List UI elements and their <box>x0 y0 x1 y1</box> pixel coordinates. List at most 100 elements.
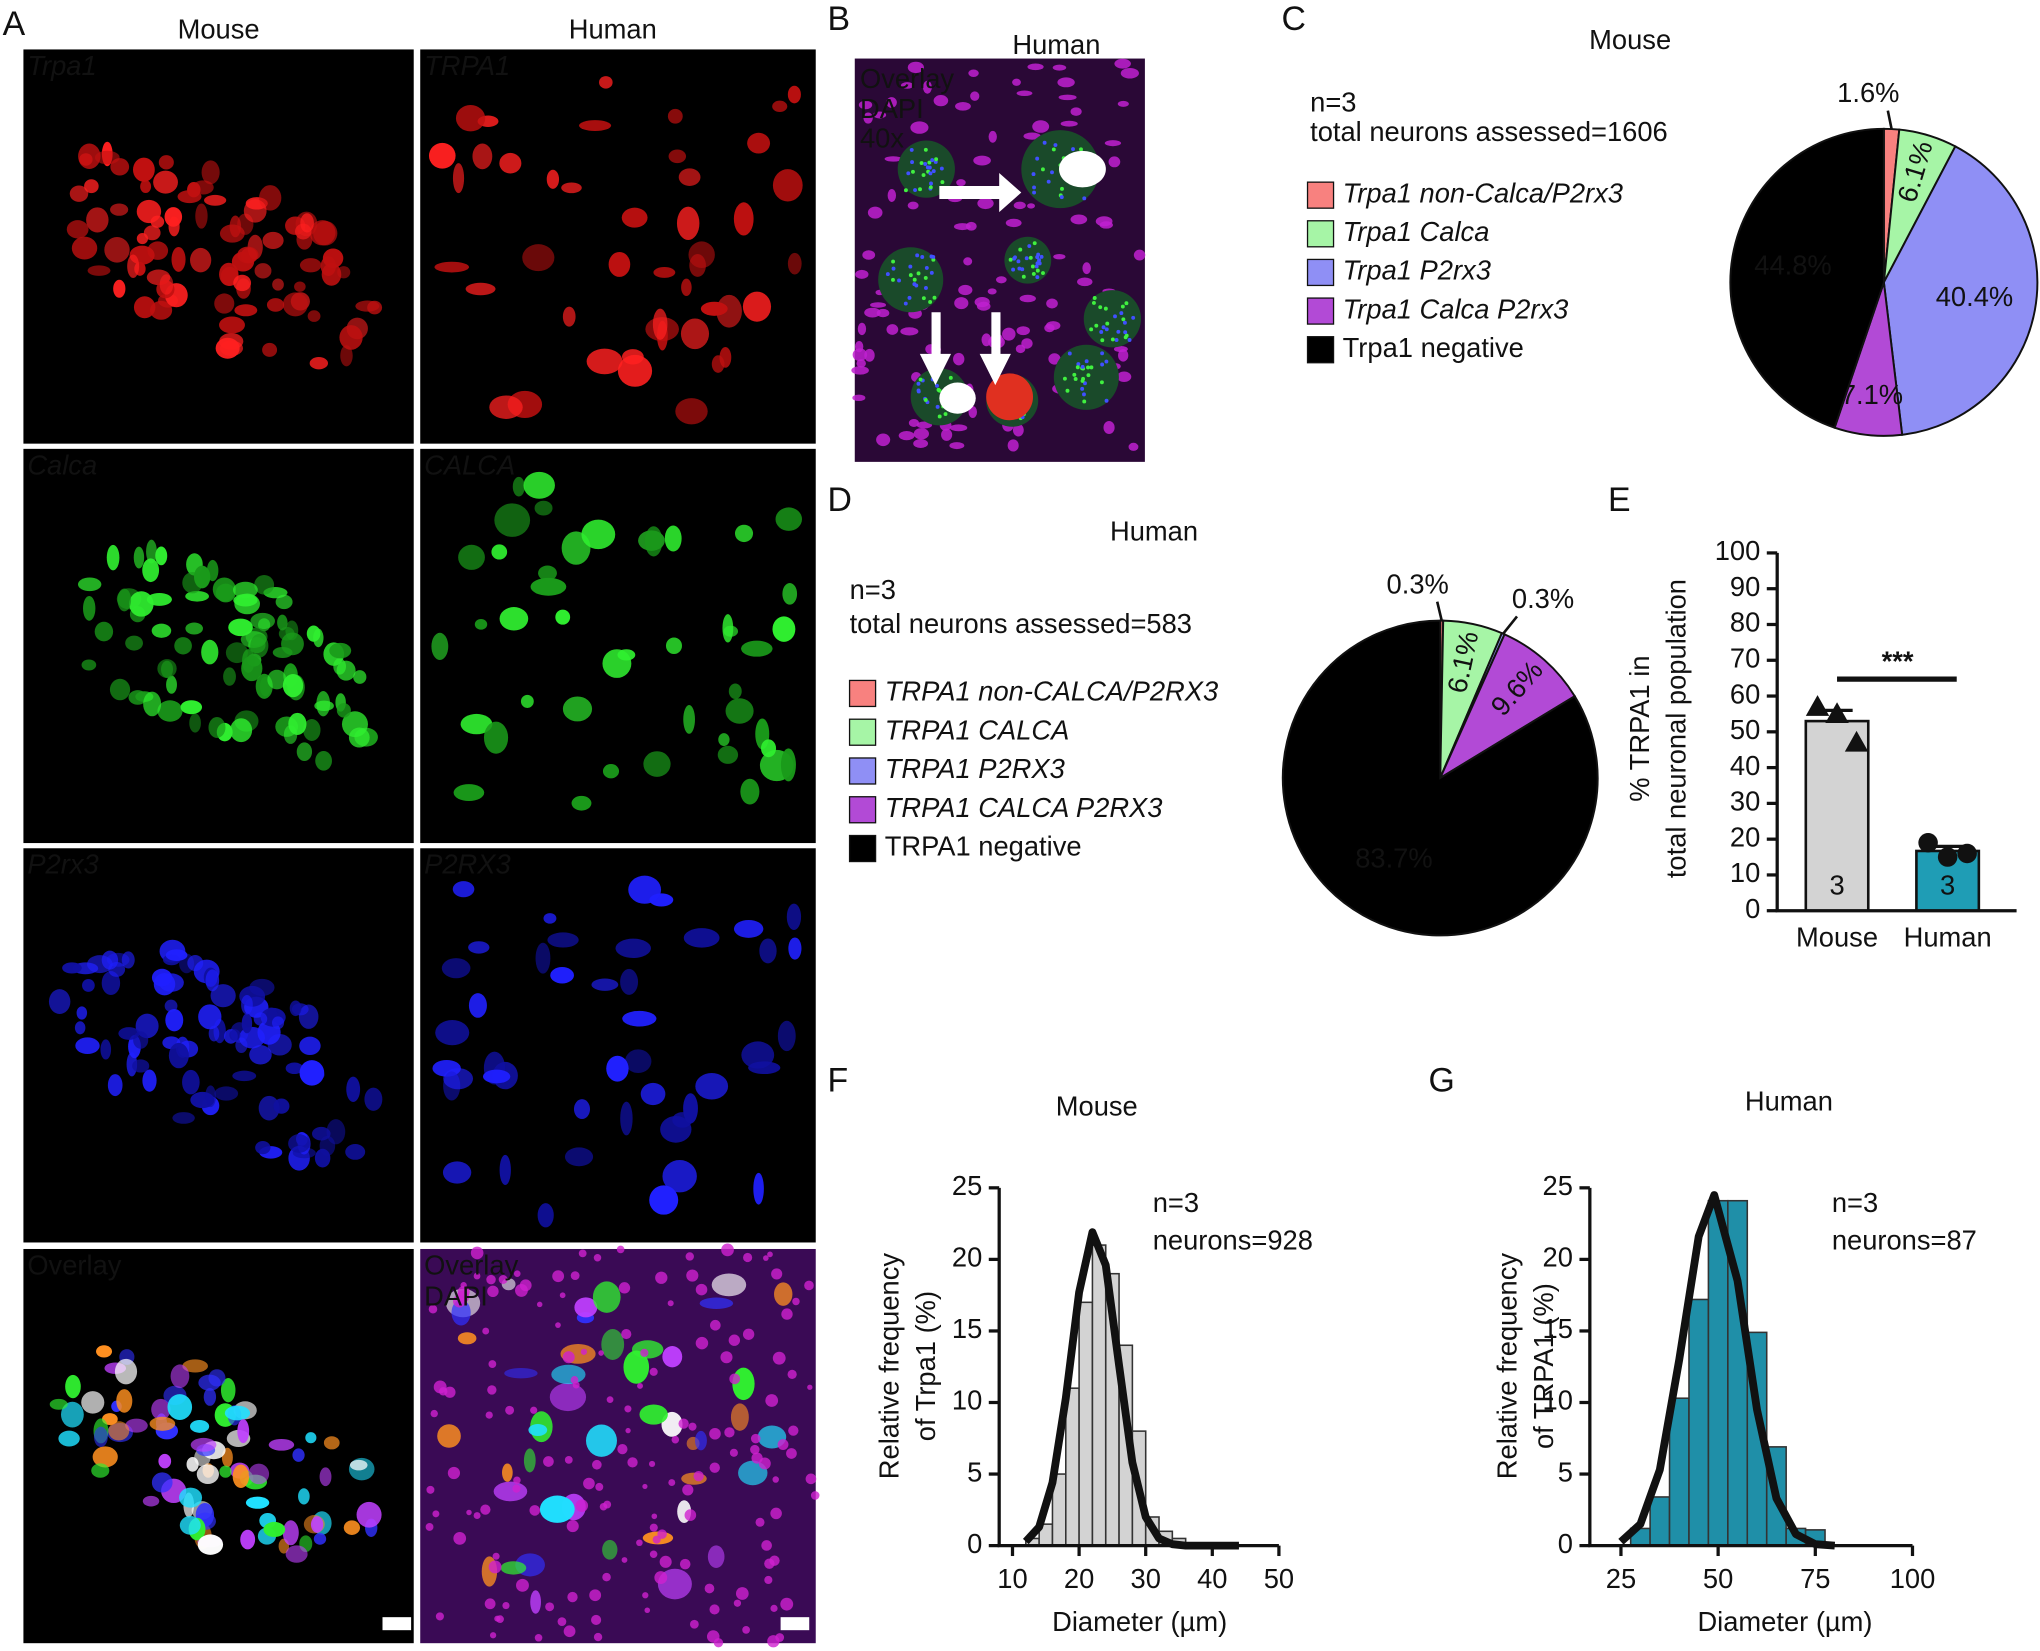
nucleus <box>788 1425 799 1436</box>
cell <box>273 1098 290 1114</box>
puncta <box>1076 362 1081 367</box>
nucleus <box>627 1457 638 1468</box>
y-tick-label: 80 <box>1730 607 1760 638</box>
cell <box>167 1394 193 1420</box>
y-tick-label: 5 <box>967 1456 982 1487</box>
cell <box>104 237 130 263</box>
nucleus <box>435 1612 444 1621</box>
nucleus <box>958 284 973 296</box>
y-tick-label: 15 <box>1543 1313 1573 1344</box>
cell <box>114 1358 138 1385</box>
nucleus <box>1104 140 1122 147</box>
nucleus <box>1095 216 1113 227</box>
nucleus <box>566 1520 579 1533</box>
nucleus <box>595 1482 604 1491</box>
histogram-bar <box>1078 1301 1094 1547</box>
nucleus <box>580 1348 588 1355</box>
cell <box>219 262 239 286</box>
cell <box>523 1448 536 1473</box>
cell <box>266 298 285 312</box>
cell <box>622 1010 657 1027</box>
cell <box>240 1529 256 1550</box>
channel-label: Overlay <box>424 1249 518 1280</box>
axes <box>1588 1187 1913 1548</box>
cell <box>489 395 523 419</box>
nucleus <box>592 1459 602 1470</box>
nucleus <box>529 1505 541 1516</box>
cell <box>780 748 796 782</box>
cell <box>639 1404 668 1425</box>
nucleus <box>933 95 949 107</box>
nucleus <box>637 1382 643 1389</box>
nucleus <box>693 1471 704 1482</box>
cell <box>189 713 201 733</box>
panel-letter: A <box>3 5 26 43</box>
nucleus <box>1021 338 1033 349</box>
cell <box>662 1160 697 1193</box>
cell <box>305 1432 317 1444</box>
cell <box>468 941 490 954</box>
cell <box>272 278 284 291</box>
puncta <box>915 253 920 258</box>
cell <box>241 994 253 1015</box>
cell <box>214 293 235 314</box>
puncta <box>931 257 936 262</box>
nucleus <box>886 324 899 335</box>
cell <box>155 546 168 566</box>
annotation: n=3 <box>1310 86 1356 117</box>
cell <box>718 733 730 747</box>
nucleus <box>1044 323 1055 333</box>
cell <box>147 241 169 260</box>
nucleus <box>750 1444 760 1455</box>
cell <box>151 623 172 638</box>
cell <box>125 635 143 651</box>
nucleus <box>428 1304 438 1314</box>
cell <box>315 750 332 771</box>
cell <box>606 1055 629 1082</box>
cell <box>82 978 95 992</box>
cell <box>151 968 173 987</box>
puncta <box>935 383 939 388</box>
cell <box>664 525 682 552</box>
nucleus <box>488 1360 497 1368</box>
nucleus <box>1070 214 1088 225</box>
nucleus <box>562 1351 575 1364</box>
puncta <box>930 158 935 163</box>
nucleus <box>502 1601 510 1610</box>
cell <box>205 969 220 992</box>
nucleus <box>1082 262 1091 275</box>
nucleus <box>764 1558 775 1569</box>
cell <box>326 1119 346 1145</box>
cell <box>258 1095 280 1121</box>
n-label: 3 <box>1829 870 1844 901</box>
cell <box>206 559 219 582</box>
panel-letter: G <box>1429 1061 1455 1099</box>
nucleus <box>1016 90 1033 97</box>
cell <box>460 713 493 735</box>
nucleus <box>786 1448 797 1459</box>
y-tick-label: 40 <box>1730 750 1760 781</box>
nucleus <box>494 1615 501 1622</box>
cell <box>681 278 692 297</box>
neuron <box>1004 236 1052 284</box>
nucleus <box>852 394 866 402</box>
cell <box>753 1172 764 1205</box>
histogram-bar <box>1649 1496 1671 1547</box>
puncta <box>923 275 928 280</box>
cell <box>668 149 687 164</box>
cell <box>142 1069 157 1092</box>
puncta <box>1082 392 1086 397</box>
cell <box>341 711 368 738</box>
nucleus <box>583 1477 595 1490</box>
column-title: Human <box>569 13 657 44</box>
cell <box>210 984 236 1008</box>
cell <box>110 158 130 176</box>
legend-swatch <box>1306 336 1335 364</box>
annotation: neurons=87 <box>1832 1225 1977 1256</box>
channel-label: DAPI <box>860 93 924 124</box>
x-axis-label: Diameter (µm) <box>1697 1606 1872 1637</box>
cell <box>356 1501 382 1528</box>
cell <box>699 1297 734 1309</box>
cell <box>151 1472 173 1493</box>
nucleus <box>706 1630 720 1643</box>
